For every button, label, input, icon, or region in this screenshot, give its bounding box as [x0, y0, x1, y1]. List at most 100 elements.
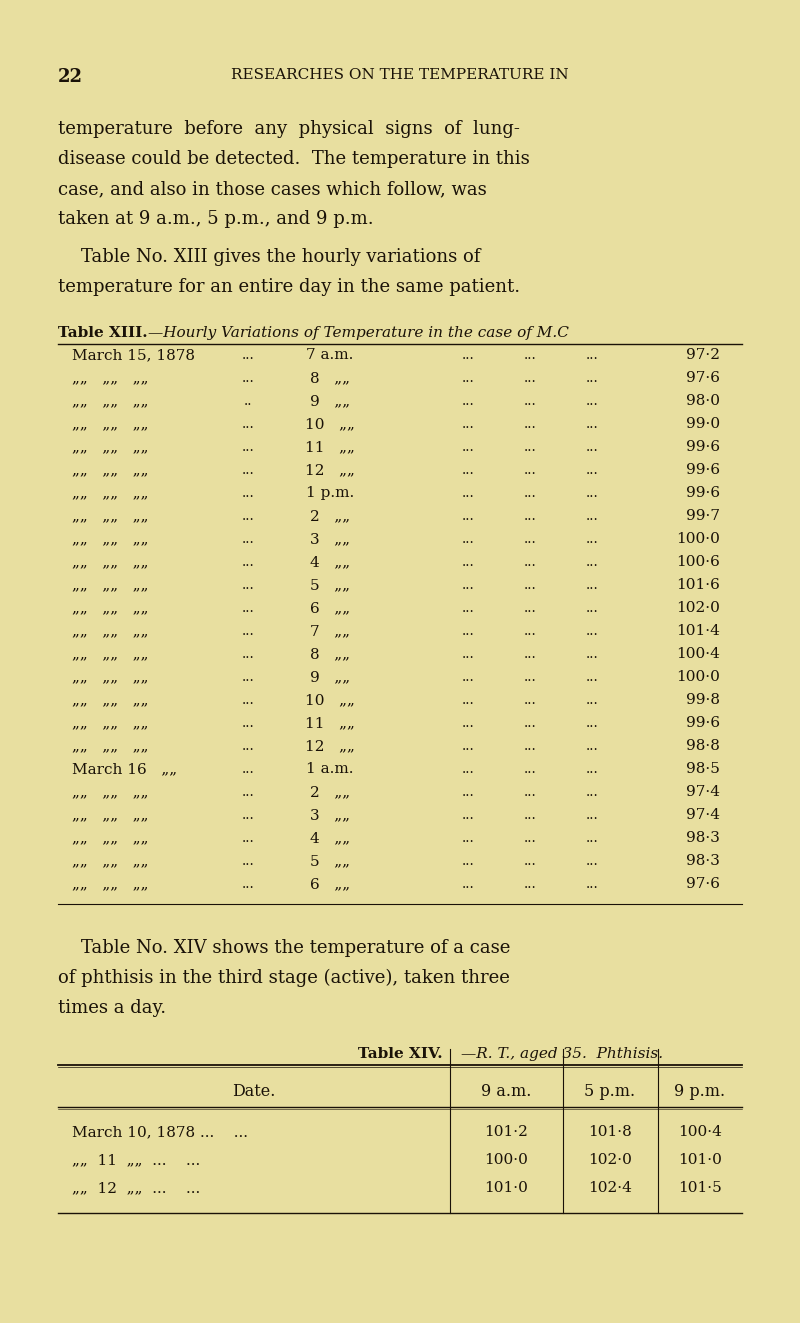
Text: ...: ... [524, 693, 536, 706]
Text: ...: ... [586, 601, 598, 615]
Text: 5   „„: 5 „„ [310, 578, 350, 591]
Text: „„   „„   „„: „„ „„ „„ [72, 831, 149, 845]
Text: 5   „„: 5 „„ [310, 855, 350, 868]
Text: ...: ... [242, 532, 254, 546]
Text: ...: ... [242, 441, 254, 454]
Text: ...: ... [586, 716, 598, 730]
Text: ...: ... [586, 509, 598, 523]
Text: 8   „„: 8 „„ [310, 647, 350, 662]
Text: 97·4: 97·4 [686, 808, 720, 822]
Text: temperature for an entire day in the same patient.: temperature for an entire day in the sam… [58, 278, 520, 296]
Text: „„  12  „„  ...    ...: „„ 12 „„ ... ... [72, 1181, 200, 1195]
Text: ...: ... [524, 740, 536, 753]
Text: 2   „„: 2 „„ [310, 509, 350, 523]
Text: „„   „„   „„: „„ „„ „„ [72, 624, 149, 638]
Text: 1 a.m.: 1 a.m. [306, 762, 354, 777]
Text: „„   „„   „„: „„ „„ „„ [72, 808, 149, 822]
Text: ...: ... [242, 669, 254, 684]
Text: 4   „„: 4 „„ [310, 831, 350, 845]
Text: ...: ... [242, 831, 254, 845]
Text: ...: ... [462, 624, 474, 638]
Text: „„   „„   „„: „„ „„ „„ [72, 877, 149, 890]
Text: ...: ... [524, 463, 536, 478]
Text: 100·0: 100·0 [676, 532, 720, 546]
Text: ...: ... [586, 877, 598, 890]
Text: —R. T., aged 35.  Phthisis.: —R. T., aged 35. Phthisis. [461, 1046, 663, 1061]
Text: 5 p.m.: 5 p.m. [585, 1084, 635, 1099]
Text: ...: ... [462, 417, 474, 431]
Text: ...: ... [524, 624, 536, 638]
Text: 101·4: 101·4 [676, 624, 720, 638]
Text: ...: ... [242, 808, 254, 822]
Text: 97·4: 97·4 [686, 785, 720, 799]
Text: ...: ... [524, 785, 536, 799]
Text: ...: ... [462, 509, 474, 523]
Text: ...: ... [586, 762, 598, 777]
Text: ...: ... [242, 509, 254, 523]
Text: 100·0: 100·0 [676, 669, 720, 684]
Text: ...: ... [524, 578, 536, 591]
Text: 98·0: 98·0 [686, 394, 720, 407]
Text: March 15, 1878: March 15, 1878 [72, 348, 195, 363]
Text: ...: ... [242, 785, 254, 799]
Text: 99·6: 99·6 [686, 441, 720, 454]
Text: 100·4: 100·4 [678, 1125, 722, 1139]
Text: temperature  before  any  physical  signs  of  lung-: temperature before any physical signs of… [58, 120, 520, 138]
Text: ...: ... [524, 441, 536, 454]
Text: Table No. XIV shows the temperature of a case: Table No. XIV shows the temperature of a… [58, 939, 510, 957]
Text: ...: ... [462, 831, 474, 845]
Text: 12   „„: 12 „„ [305, 740, 355, 753]
Text: „„   „„   „„: „„ „„ „„ [72, 716, 149, 730]
Text: ...: ... [462, 463, 474, 478]
Text: ...: ... [462, 669, 474, 684]
Text: 8   „„: 8 „„ [310, 370, 350, 385]
Text: „„   „„   „„: „„ „„ „„ [72, 855, 149, 868]
Text: ...: ... [524, 486, 536, 500]
Text: ...: ... [242, 693, 254, 706]
Text: ...: ... [462, 693, 474, 706]
Text: „„   „„   „„: „„ „„ „„ [72, 601, 149, 615]
Text: „„   „„   „„: „„ „„ „„ [72, 578, 149, 591]
Text: ...: ... [586, 740, 598, 753]
Text: 11   „„: 11 „„ [305, 441, 355, 454]
Text: ...: ... [524, 394, 536, 407]
Text: 99·6: 99·6 [686, 716, 720, 730]
Text: ..: .. [244, 394, 252, 407]
Text: „„   „„   „„: „„ „„ „„ [72, 417, 149, 431]
Text: ...: ... [462, 855, 474, 868]
Text: „„   „„   „„: „„ „„ „„ [72, 669, 149, 684]
Text: ...: ... [586, 578, 598, 591]
Text: disease could be detected.  The temperature in this: disease could be detected. The temperatu… [58, 149, 530, 168]
Text: ...: ... [586, 532, 598, 546]
Text: Table XIII.: Table XIII. [58, 325, 148, 340]
Text: 102·0: 102·0 [676, 601, 720, 615]
Text: ...: ... [462, 740, 474, 753]
Text: ...: ... [462, 578, 474, 591]
Text: 102·4: 102·4 [588, 1181, 632, 1195]
Text: RESEARCHES ON THE TEMPERATURE IN: RESEARCHES ON THE TEMPERATURE IN [231, 67, 569, 82]
Text: ...: ... [586, 348, 598, 363]
Text: Table No. XIII gives the hourly variations of: Table No. XIII gives the hourly variatio… [58, 247, 480, 266]
Text: ...: ... [462, 441, 474, 454]
Text: 9 p.m.: 9 p.m. [674, 1084, 726, 1099]
Text: taken at 9 a.m., 5 p.m., and 9 p.m.: taken at 9 a.m., 5 p.m., and 9 p.m. [58, 210, 374, 228]
Text: 12   „„: 12 „„ [305, 463, 355, 478]
Text: „„   „„   „„: „„ „„ „„ [72, 556, 149, 569]
Text: „„   „„   „„: „„ „„ „„ [72, 486, 149, 500]
Text: ...: ... [462, 348, 474, 363]
Text: Table XIV.: Table XIV. [358, 1046, 442, 1061]
Text: ...: ... [586, 463, 598, 478]
Text: 101·6: 101·6 [676, 578, 720, 591]
Text: 98·3: 98·3 [686, 831, 720, 845]
Text: 98·8: 98·8 [686, 740, 720, 753]
Text: ...: ... [524, 370, 536, 385]
Text: 10   „„: 10 „„ [305, 417, 355, 431]
Text: 100·4: 100·4 [676, 647, 720, 662]
Text: 101·8: 101·8 [588, 1125, 632, 1139]
Text: ...: ... [586, 441, 598, 454]
Text: ...: ... [524, 556, 536, 569]
Text: „„   „„   „„: „„ „„ „„ [72, 441, 149, 454]
Text: 2   „„: 2 „„ [310, 785, 350, 799]
Text: ...: ... [586, 486, 598, 500]
Text: 7   „„: 7 „„ [310, 624, 350, 638]
